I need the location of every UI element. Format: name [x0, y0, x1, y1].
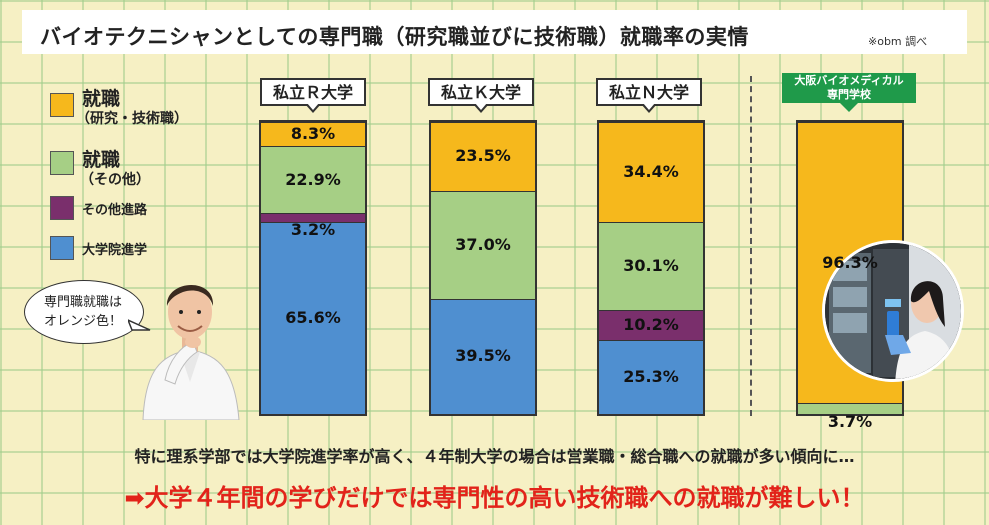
bar-segment-research-job	[261, 122, 365, 147]
legend-sublabel-research-job: （研究・技術職）	[76, 111, 188, 127]
speech-bubble-line-2: オレンジ色！	[43, 314, 122, 329]
legend-label-other-path: その他進路	[82, 203, 148, 218]
lab-photo	[822, 240, 964, 382]
data-label-other-job: 22.9%	[285, 169, 341, 189]
bar-r-university	[259, 120, 367, 416]
bar-segment-grad-school	[599, 340, 703, 414]
speech-bubble-line-1: 専門職就職は	[43, 295, 122, 310]
data-label-research-job: 34.4%	[623, 162, 679, 182]
bar-segment-other-job	[599, 222, 703, 311]
bar-segment-research-job	[599, 122, 703, 223]
bar-segment-other-path	[599, 310, 703, 341]
bar-segment-other-path	[261, 213, 365, 223]
data-label-research-job: 96.3%	[822, 252, 878, 272]
data-label-research-job: 8.3%	[290, 124, 336, 144]
bar-n-university	[597, 120, 705, 416]
school-tag-k-university: 私立Ｋ大学	[428, 78, 534, 106]
divider-line	[750, 76, 752, 416]
legend-swatch-other-job	[50, 151, 74, 175]
presenter-illustration	[142, 284, 240, 420]
bar-segment-grad-school	[431, 298, 535, 414]
school-tag-osaka-biomedical: 大阪バイオメディカル 専門学校	[782, 73, 916, 103]
legend-swatch-research-job	[50, 93, 74, 117]
data-label-other-path: 3.2%	[290, 220, 336, 240]
data-label-grad-school: 65.6%	[285, 308, 341, 328]
school-tag-osaka-biomedical-line-1: 大阪バイオメディカル	[794, 74, 904, 87]
bar-segment-grad-school	[261, 222, 365, 414]
speech-bubble-tail	[128, 319, 151, 331]
data-label-grad-school: 39.5%	[455, 346, 511, 366]
data-label-research-job: 23.5%	[455, 146, 511, 166]
footer-conclusion: ➡大学４年間の学びだけでは専門性の高い技術職への就職が難しい！	[124, 484, 865, 512]
legend-swatch-grad-school	[50, 236, 74, 260]
data-label-other-path: 10.2%	[623, 315, 679, 335]
data-label-grad-school: 25.3%	[623, 367, 679, 387]
legend-sublabel-other-job: （その他）	[80, 172, 150, 188]
speech-bubble	[24, 280, 144, 344]
data-label-other-job: 30.1%	[623, 256, 679, 276]
data-label-other-job: 3.7%	[827, 412, 873, 431]
legend-label-research-job: 就職	[82, 88, 121, 110]
legend-swatch-other-path	[50, 196, 74, 220]
school-tag-r-university: 私立Ｒ大学	[260, 78, 366, 106]
legend-label-other-job: 就職	[82, 149, 121, 171]
bar-segment-other-job	[261, 146, 365, 214]
school-tag-n-university: 私立Ｎ大学	[596, 78, 702, 106]
source-note: ※obm 調べ	[868, 35, 928, 48]
bar-segment-other-job	[431, 190, 535, 299]
legend-label-grad-school: 大学院進学	[82, 243, 148, 258]
title-band	[22, 10, 967, 54]
page-title: バイオテクニシャンとしての専門職（研究職並びに技術職）就職率の実情	[40, 25, 749, 49]
school-tag-osaka-biomedical-line-2: 専門学校	[827, 88, 871, 101]
bar-segment-research-job	[431, 122, 535, 191]
bar-k-university	[429, 120, 537, 416]
data-label-other-job: 37.0%	[455, 234, 511, 254]
footer-note: 特に理系学部では大学院進学率が高く、４年制大学の場合は営業職・総合職への就職が多…	[134, 447, 855, 466]
bar-segment-other-job	[798, 403, 902, 414]
school-tag-osaka-pointer	[840, 103, 858, 112]
